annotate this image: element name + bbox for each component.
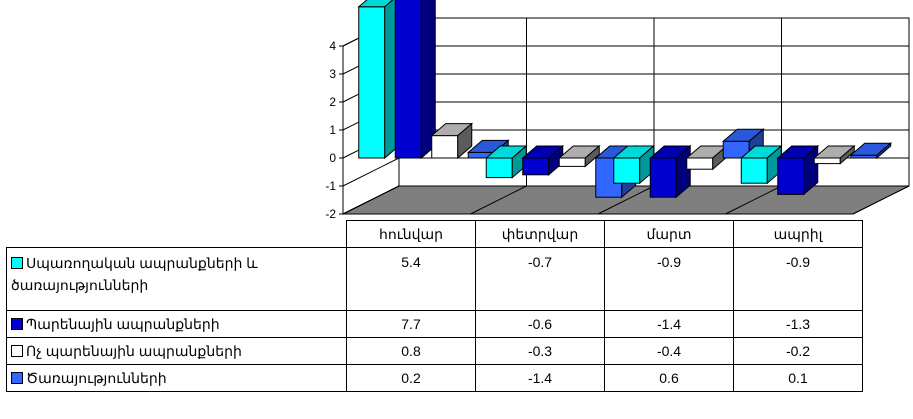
- series-label: Ոչ պարենային ապրանքների: [26, 342, 242, 359]
- category-header: հունվար: [346, 220, 476, 248]
- table-cell: -1.4: [475, 364, 605, 392]
- y-tick-label: 4: [329, 39, 336, 53]
- legend-key-swatch: [11, 257, 23, 269]
- table-cell: 0.8: [346, 337, 476, 365]
- category-header: մարտ: [604, 220, 734, 248]
- table-cell: 0.2: [346, 364, 476, 392]
- table-row: Պարենային ապրանքների 7.7 -0.6 -1.4 -1.3: [6, 310, 863, 338]
- bar-side: [876, 142, 892, 160]
- table-corner: [7, 221, 347, 248]
- table-cell: 0.1: [733, 364, 863, 392]
- table-cell: 5.4: [346, 247, 476, 311]
- y-tick-label: 1: [329, 123, 336, 137]
- table-cell: -0.7: [475, 247, 605, 311]
- gridline: [470, 185, 527, 215]
- bar: [649, 157, 677, 198]
- bar-top: [357, 0, 394, 8]
- table-cell: -1.4: [604, 310, 734, 338]
- table-row: Ծառայությունների 0.2 -1.4 0.6 0.1: [6, 364, 863, 392]
- bar-side: [457, 122, 473, 160]
- bar: [558, 157, 586, 167]
- legend-key-swatch: [11, 371, 23, 384]
- y-tick-label: -1: [325, 179, 336, 193]
- series-label: Պարենային ապրանքների: [26, 315, 220, 332]
- bar: [777, 157, 805, 195]
- y-tick-label: -2: [325, 207, 336, 221]
- data-table: հունվար փետրվար մարտ ապրիլ Սպառողական ապ…: [6, 220, 863, 392]
- series-label-cell: Ոչ պարենային ապրանքների: [6, 337, 347, 365]
- series-label: Սպառողական ապրանքների և: [26, 255, 258, 271]
- table-cell: -0.3: [475, 337, 605, 365]
- table-row: Ոչ պարենային ապրանքների 0.8 -0.3 -0.4 -0…: [6, 337, 863, 365]
- gridline: [597, 185, 655, 215]
- bar: [686, 157, 714, 170]
- bar: [485, 157, 513, 179]
- table-cell: -0.9: [733, 247, 863, 311]
- category-header: ապրիլ: [733, 220, 863, 248]
- bar: [431, 135, 459, 159]
- bar: [613, 157, 641, 184]
- bar: [394, 0, 422, 159]
- y-tick-label: 0: [329, 151, 336, 165]
- series-label: Ծառայությունների: [26, 369, 167, 386]
- gridline: [342, 157, 400, 187]
- gridline: [725, 185, 782, 215]
- chart: 4 3 2 1 0 -1 -2: [325, 0, 910, 221]
- series-label-cell: Սպառողական ապրանքների և ծառայությունների: [6, 247, 347, 311]
- table-cell: -0.6: [475, 310, 605, 338]
- table-cell: 7.7: [346, 310, 476, 338]
- y-tick-label: 3: [329, 67, 336, 81]
- table-cell: -1.3: [733, 310, 863, 338]
- bar: [358, 6, 386, 159]
- bar: [813, 157, 841, 165]
- bar: [740, 157, 768, 184]
- legend-key-swatch: [11, 344, 23, 357]
- table-header-row: հունվար փետրվար մարտ ապրիլ: [7, 220, 863, 248]
- gridline: [342, 185, 400, 215]
- table-cell: 0.6: [604, 364, 734, 392]
- table-cell: -0.4: [604, 337, 734, 365]
- series-label-cell: Ծառայությունների: [6, 364, 347, 392]
- table-cell: -0.2: [733, 337, 863, 365]
- bar: [522, 157, 550, 176]
- table-row: Սպառողական ապրանքների և ծառայությունների…: [6, 247, 863, 311]
- series-label-continued: ծառայությունների: [11, 277, 149, 293]
- y-tick-label: 2: [329, 95, 336, 109]
- table-cell: -0.9: [604, 247, 734, 311]
- series-label-cell: Պարենային ապրանքների: [6, 310, 347, 338]
- category-header: փետրվար: [475, 220, 605, 248]
- gridline: [852, 185, 910, 215]
- legend-key-swatch: [11, 317, 23, 330]
